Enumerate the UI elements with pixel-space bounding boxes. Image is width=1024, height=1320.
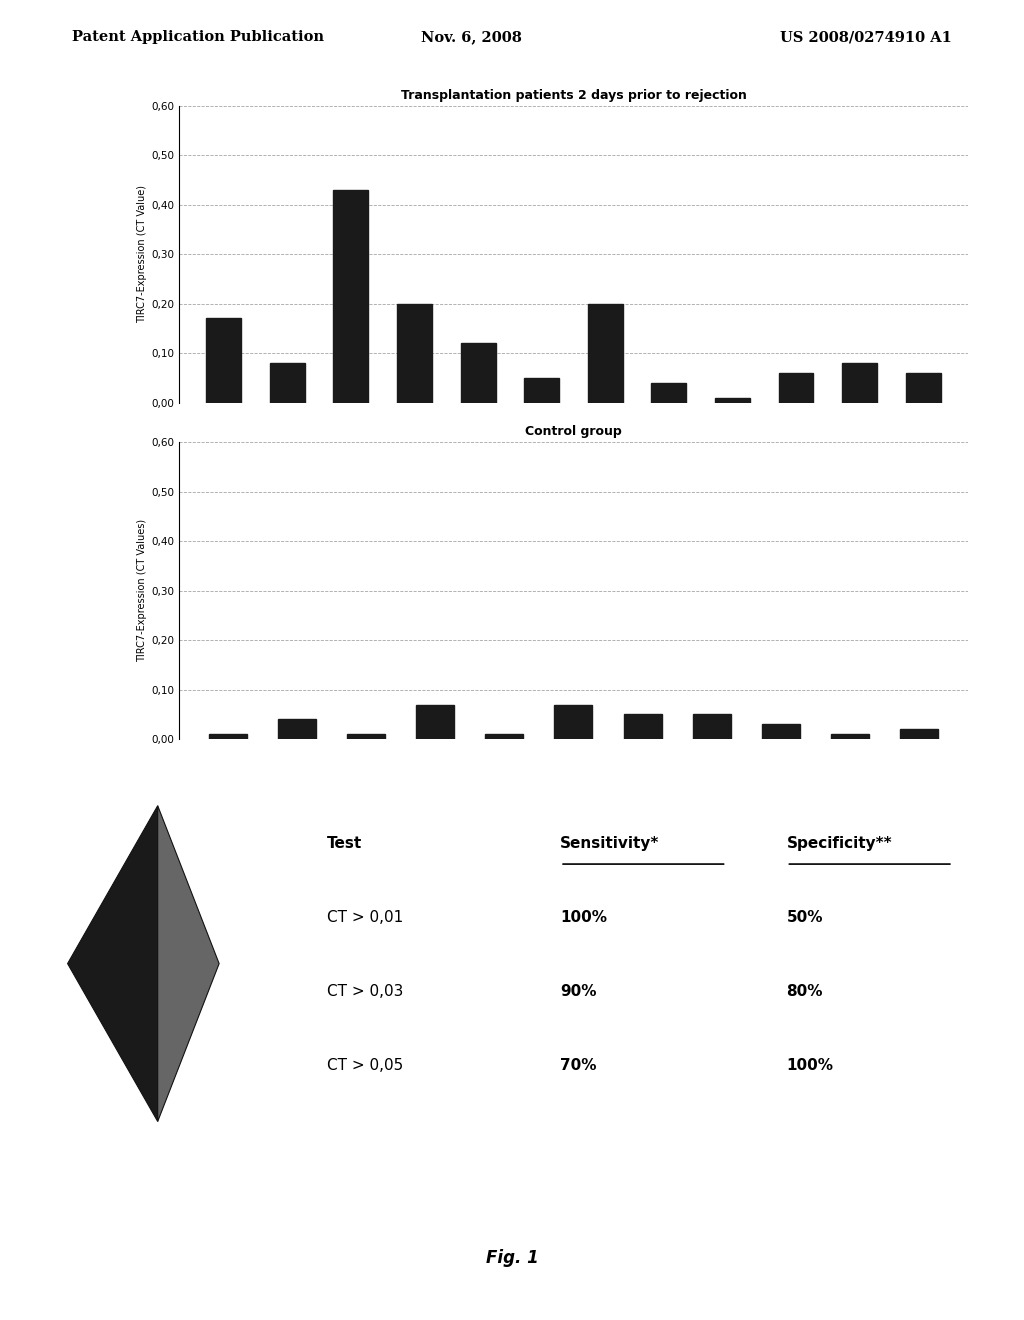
Text: 100%: 100% [786, 1059, 834, 1073]
Bar [209, 734, 247, 739]
Y-axis label: TIRC7-Expression (CT Value): TIRC7-Expression (CT Value) [137, 185, 147, 323]
Title: Transplantation patients 2 days prior to rejection: Transplantation patients 2 days prior to… [400, 88, 746, 102]
Title: Control group: Control group [525, 425, 622, 438]
Bar [269, 363, 305, 403]
Bar [624, 714, 662, 739]
Text: 70%: 70% [560, 1059, 597, 1073]
Text: 90%: 90% [560, 985, 597, 999]
Polygon shape [158, 805, 219, 1122]
Bar [524, 378, 559, 403]
Bar [278, 719, 315, 739]
Text: 80%: 80% [786, 985, 823, 999]
Bar [397, 304, 432, 403]
Text: CT > 0,01: CT > 0,01 [328, 911, 403, 925]
Bar [347, 734, 385, 739]
Bar [206, 318, 242, 403]
Bar [651, 383, 686, 403]
Bar [554, 705, 593, 739]
Text: Fig. 1: Fig. 1 [485, 1249, 539, 1267]
Text: Patent Application Publication: Patent Application Publication [72, 30, 324, 45]
Text: CT > 0,05: CT > 0,05 [328, 1059, 403, 1073]
Bar [588, 304, 623, 403]
Text: Specificity**: Specificity** [786, 837, 892, 851]
Text: 100%: 100% [560, 911, 607, 925]
Bar [416, 705, 454, 739]
Bar [778, 374, 813, 403]
Bar [900, 729, 938, 739]
Bar [762, 725, 800, 739]
Bar [905, 374, 941, 403]
Text: US 2008/0274910 A1: US 2008/0274910 A1 [780, 30, 952, 45]
Y-axis label: TIRC7-Expression (CT Values): TIRC7-Expression (CT Values) [137, 519, 147, 663]
Bar [485, 734, 523, 739]
Bar [831, 734, 869, 739]
Text: Nov. 6, 2008: Nov. 6, 2008 [421, 30, 521, 45]
Polygon shape [68, 805, 158, 1122]
Bar [334, 190, 369, 403]
Bar [842, 363, 878, 403]
Text: Test: Test [328, 837, 362, 851]
Text: Sensitivity*: Sensitivity* [560, 837, 659, 851]
Bar [715, 397, 750, 403]
Text: CT > 0,03: CT > 0,03 [328, 985, 403, 999]
Text: 50%: 50% [786, 911, 823, 925]
Bar [693, 714, 731, 739]
Bar [461, 343, 496, 403]
